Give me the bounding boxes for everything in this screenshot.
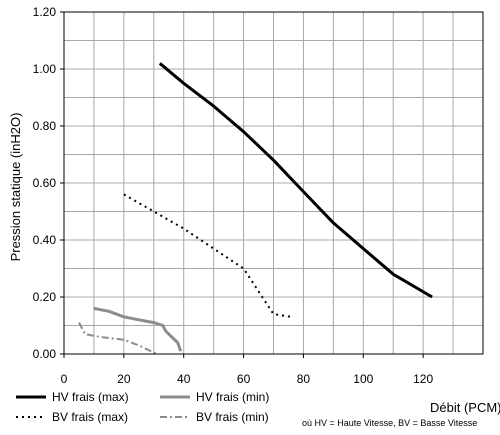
y-tick-label: 1.20 [33, 5, 57, 19]
x-tick-label: 0 [61, 372, 68, 386]
y-tick-label: 0.80 [33, 119, 57, 133]
x-tick-label: 120 [413, 372, 433, 386]
legend-label: HV frais (max) [52, 390, 129, 404]
x-tick-label: 60 [237, 372, 251, 386]
legend: HV frais (max) BV frais (max) HV frais (mi… [16, 390, 269, 424]
y-tick-label: 0.40 [33, 233, 57, 247]
y-tick-label: 0.20 [33, 290, 57, 304]
x-axis-ticks: 0 20 40 60 80 100 120 [61, 354, 433, 386]
chart-series [78, 62, 433, 355]
y-axis-ticks: 0.00 0.20 0.40 0.60 0.80 1.00 1.20 [33, 5, 64, 361]
series-line-hv-frais-min [93, 306, 183, 352]
x-axis-label: Débit (PCM) [430, 400, 500, 415]
chart-grid [64, 12, 483, 354]
y-tick-label: 1.00 [33, 62, 57, 76]
series-line-bv-frais-min [78, 322, 158, 355]
x-tick-label: 20 [117, 372, 131, 386]
y-axis-label: Pression statique (inH2O) [8, 113, 23, 262]
y-tick-label: 0.00 [33, 347, 57, 361]
x-tick-label: 80 [297, 372, 311, 386]
series-line-hv-frais-max [158, 62, 433, 299]
legend-label: BV frais (max) [52, 410, 128, 424]
x-tick-label: 40 [177, 372, 191, 386]
y-tick-label: 0.60 [33, 176, 57, 190]
x-tick-label: 100 [353, 372, 373, 386]
legend-label: BV frais (min) [196, 410, 269, 424]
legend-note: où HV = Haute Vitesse, BV = Basse Vitess… [302, 418, 477, 428]
series-line-bv-frais-max [123, 193, 292, 318]
legend-label: HV frais (min) [196, 390, 269, 404]
